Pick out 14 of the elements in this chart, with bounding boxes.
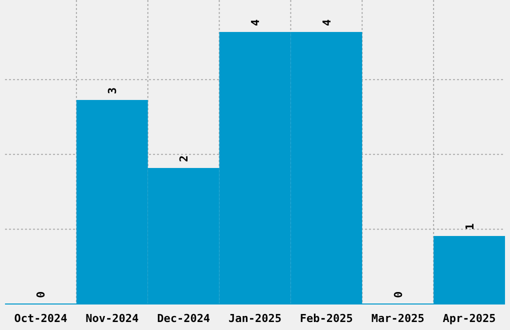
data-label: 2 [178, 155, 191, 162]
data-label: 3 [106, 87, 120, 94]
data-label: 1 [463, 222, 476, 230]
x-tick-label: Mar-2025 [371, 312, 424, 325]
data-label: 4 [320, 18, 334, 26]
data-label: 4 [249, 18, 262, 26]
x-tick-label: Feb-2025 [300, 312, 353, 325]
x-tick-label: Nov-2024 [86, 312, 140, 325]
x-tick-label: Dec-2024 [157, 312, 210, 325]
x-tick-label: Apr-2025 [442, 312, 496, 325]
data-label: 0 [34, 291, 48, 298]
x-tick-label: Jan-2025 [228, 312, 282, 325]
x-tick-label: Oct-2024 [14, 312, 68, 325]
data-label: 0 [392, 291, 405, 298]
